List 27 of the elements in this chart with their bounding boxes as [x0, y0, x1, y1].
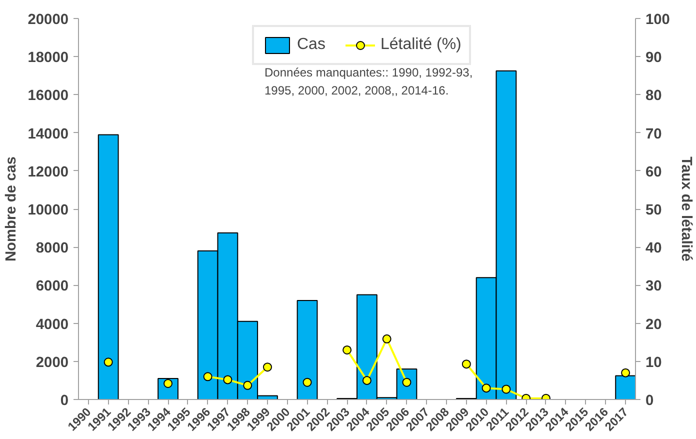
y2-tick-label: 50 [646, 202, 662, 218]
y-tick-label: 16000 [28, 88, 69, 104]
y2-tick-label: 90 [646, 50, 662, 66]
y-tick-label: 18000 [28, 50, 69, 66]
legend-label: Létalité (%) [380, 36, 462, 54]
y2-tick-label: 60 [646, 164, 662, 180]
y2-tick-label: 100 [646, 12, 670, 28]
annotation: Données manquantes:: 1990, 1992-93, 1995, 2000, 2002, 2008,, 2014-16. [264, 66, 473, 98]
y2-tick-label: 30 [646, 278, 662, 295]
y-axis-title: Nombre de cas [4, 156, 20, 262]
y-tick-label: 2000 [36, 354, 69, 371]
y-tick-label: 10000 [28, 202, 69, 218]
y-tick-label: 4000 [36, 316, 69, 333]
y-tick-label: 12000 [28, 164, 69, 180]
legend-label: Cas [297, 36, 326, 54]
y-tick-label: 6000 [36, 278, 69, 295]
y-tick-label: 14000 [28, 126, 69, 142]
y2-tick-label: 20 [646, 316, 662, 333]
y2-tick-label: 80 [646, 88, 662, 104]
y-tick-label: 20000 [28, 12, 69, 28]
y2-tick-label: 70 [646, 126, 662, 142]
y2-tick-label: 0 [646, 393, 654, 409]
y2-tick-label: 10 [646, 354, 662, 371]
y-tick-label: 8000 [36, 240, 69, 257]
y2-axis-title: Taux de létalité [678, 156, 694, 262]
y-tick-label: 0 [60, 393, 69, 409]
y2-tick-label: 40 [646, 240, 662, 257]
